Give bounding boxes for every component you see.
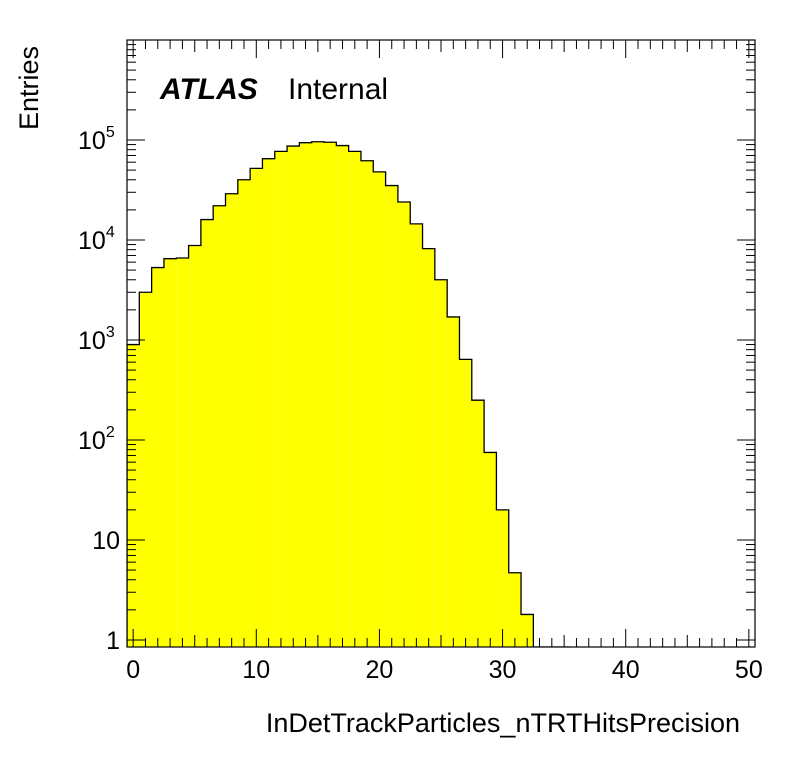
histogram-bar	[496, 509, 509, 647]
plot-frame	[126, 39, 756, 648]
histogram-bar	[484, 452, 497, 647]
histogram-bar	[151, 267, 164, 647]
histogram-bar	[459, 359, 472, 647]
histogram-bar	[508, 572, 522, 647]
y-tick-label: 103	[78, 324, 115, 355]
histogram-bar	[262, 158, 275, 647]
x-axis-title: InDetTrackParticles_nTRTHitsPrecision	[266, 708, 740, 738]
histogram-bar	[127, 344, 140, 647]
histogram-bar	[447, 316, 460, 647]
histogram-bar	[274, 151, 288, 647]
histogram-bar	[200, 219, 214, 647]
y-tick-label: 10	[92, 527, 120, 555]
histogram-bar	[397, 201, 411, 647]
histogram-bar	[373, 171, 386, 647]
axis-ticks	[127, 39, 755, 647]
x-tick-label: 30	[489, 656, 517, 684]
y-tick-label: 1	[106, 627, 120, 655]
histogram-bar	[139, 292, 152, 647]
y-tick-label: 105	[78, 124, 115, 155]
x-tick-label: 0	[126, 656, 140, 684]
histogram-bar	[237, 179, 251, 647]
x-tick-label: 20	[366, 656, 394, 684]
x-tick-label: 40	[612, 656, 640, 684]
histogram-bar	[385, 185, 398, 647]
histogram-bar	[348, 151, 361, 647]
histogram-bar	[299, 142, 312, 647]
histogram-bar	[176, 258, 189, 647]
x-tick-labels: 0 10 20 30 40 50	[126, 656, 763, 684]
histogram-bar	[521, 614, 534, 647]
histogram-bar	[225, 193, 238, 647]
histogram-outline	[127, 141, 571, 647]
histogram-bar	[163, 258, 177, 647]
histogram-bar	[336, 145, 349, 647]
histogram-bars	[127, 141, 571, 647]
histogram-bar	[213, 205, 226, 647]
histogram-bar	[287, 146, 300, 647]
histogram-bar	[434, 279, 448, 647]
histogram-bar	[360, 160, 374, 647]
histogram-bar	[188, 245, 201, 647]
histogram-bar	[311, 141, 325, 647]
x-tick-label: 50	[735, 656, 763, 684]
y-tick-labels: 1 10 102 103 104 105	[78, 124, 120, 655]
histogram-bar	[324, 142, 337, 647]
histogram-bar	[471, 400, 485, 647]
y-axis-title: Entries	[14, 46, 44, 130]
histogram-bar	[410, 223, 423, 647]
atlas-internal-label: Internal	[288, 73, 388, 106]
atlas-label: ATLAS	[159, 73, 258, 106]
x-tick-label: 10	[242, 656, 270, 684]
y-tick-label: 102	[78, 424, 115, 455]
histogram-bar	[422, 248, 435, 647]
y-tick-label: 104	[78, 224, 115, 255]
histogram-bar	[250, 168, 263, 647]
